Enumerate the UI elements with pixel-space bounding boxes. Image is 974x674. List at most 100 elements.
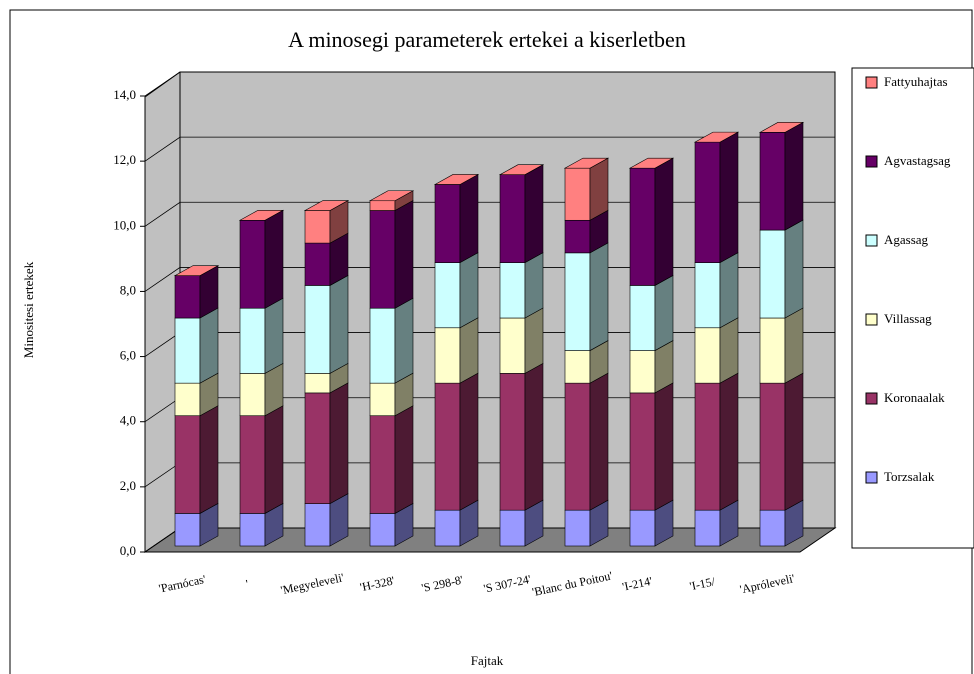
- legend-label: Fattyuhajtas: [884, 74, 948, 89]
- bar-side: [524, 252, 544, 319]
- grid-line: [144, 267, 835, 292]
- bar-segment: [304, 242, 331, 286]
- bar-side: [589, 372, 609, 511]
- legend-swatch: [865, 234, 878, 247]
- bar-side: [784, 121, 804, 231]
- bar-side: [394, 200, 414, 309]
- bar-segment: [239, 219, 266, 309]
- legend: [851, 67, 974, 549]
- legend-swatch: [865, 76, 878, 89]
- grid-line: [144, 71, 835, 97]
- bar-segment: [759, 132, 786, 231]
- y-tick-label: 8,0: [120, 282, 136, 297]
- y-tick-label: 0,0: [120, 543, 136, 558]
- bar-segment: [629, 509, 656, 547]
- bar-segment: [434, 327, 461, 384]
- bar-segment: [759, 317, 786, 384]
- bar-segment: [174, 513, 201, 547]
- bar-side: [654, 157, 674, 286]
- bar-segment: [694, 382, 721, 511]
- bar-segment: [629, 167, 656, 286]
- bar-segment: [304, 210, 331, 244]
- bar-side: [459, 173, 479, 264]
- bar-segment: [239, 373, 266, 417]
- bar-side: [394, 405, 414, 514]
- bar-side: [784, 219, 804, 319]
- bar-segment: [629, 285, 656, 351]
- bar-segment: [434, 184, 461, 263]
- y-tick-label: 14,0: [113, 87, 136, 102]
- bar-side: [784, 307, 804, 384]
- bar-segment: [629, 392, 656, 511]
- bar-side: [199, 405, 219, 514]
- bar-top: [693, 131, 740, 143]
- bar-segment: [174, 382, 201, 417]
- bar-segment: [304, 285, 331, 374]
- bar-segment: [564, 509, 591, 547]
- bar-side: [719, 372, 739, 511]
- bar-side: [459, 372, 479, 511]
- bar-side: [719, 131, 739, 264]
- bar-segment: [694, 327, 721, 384]
- bar-segment: [369, 200, 396, 211]
- legend-label: Agassag: [884, 232, 929, 247]
- bar-segment: [564, 219, 591, 254]
- bar-segment: [174, 317, 201, 384]
- bar-top: [628, 157, 675, 169]
- bar-segment: [434, 382, 461, 511]
- x-tick-label: ': [245, 577, 250, 591]
- bar-segment: [564, 252, 591, 351]
- legend-swatch: [865, 155, 878, 168]
- bar-side: [394, 297, 414, 384]
- bar-side: [264, 209, 284, 309]
- bar-side: [329, 274, 349, 374]
- bar-side: [329, 382, 349, 505]
- y-tick-label: 10,0: [113, 217, 136, 232]
- bar-segment: [759, 229, 786, 319]
- grid-line: [144, 201, 835, 227]
- bar-top: [173, 265, 220, 276]
- bar-segment: [694, 509, 721, 547]
- bar-segment: [369, 415, 396, 514]
- legend-swatch: [865, 471, 878, 484]
- bar-segment: [564, 167, 591, 221]
- bar-segment: [564, 350, 591, 384]
- y-tick-label: 12,0: [113, 152, 136, 167]
- bar-side: [784, 372, 804, 511]
- grid-line: [144, 136, 835, 162]
- y-tick-label: 6,0: [120, 348, 136, 363]
- bar-side: [264, 297, 284, 374]
- bar-segment: [434, 509, 461, 547]
- bar-segment: [174, 275, 201, 319]
- bar-segment: [369, 307, 396, 384]
- legend-swatch: [865, 313, 878, 326]
- bar-side: [264, 405, 284, 514]
- x-axis-title: Fajtak: [471, 653, 504, 668]
- x-tick-label: 'I-214': [621, 574, 654, 594]
- bar-side: [654, 274, 674, 352]
- bar-segment: [759, 509, 786, 547]
- bar-side: [719, 317, 739, 384]
- bar-segment: [239, 513, 266, 547]
- bar-top: [563, 157, 610, 169]
- bar-side: [524, 307, 544, 374]
- bar-segment: [174, 415, 201, 514]
- bar-segment: [239, 415, 266, 514]
- bar-segment: [759, 382, 786, 511]
- bar-segment: [499, 174, 526, 263]
- bar-side: [654, 382, 674, 511]
- bar-top: [368, 190, 415, 202]
- bar-segment: [239, 307, 266, 374]
- y-axis-title: Minositesi ertekek: [21, 261, 36, 358]
- bar-segment: [499, 317, 526, 374]
- bar-side: [524, 362, 544, 511]
- bar-segment: [304, 392, 331, 504]
- bar-segment: [304, 373, 331, 394]
- legend-swatch: [865, 392, 878, 405]
- chart-title: A minosegi parameterek ertekei a kiserle…: [288, 27, 686, 52]
- bar-segment: [629, 350, 656, 394]
- bar-segment: [369, 210, 396, 309]
- y-tick-label: 4,0: [120, 413, 136, 428]
- x-tick-label: 'I-15/: [688, 574, 716, 593]
